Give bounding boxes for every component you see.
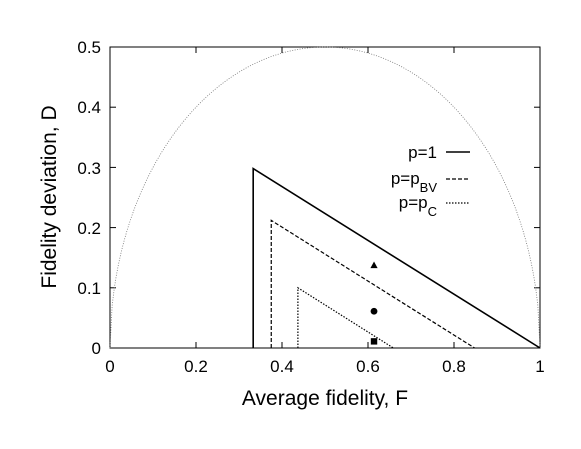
- y-tick-label: 0.2: [77, 219, 101, 238]
- boundary-curve: [109, 46, 541, 349]
- x-tick-label: 0: [105, 357, 114, 376]
- x-axis-title: Average fidelity, F: [242, 387, 408, 410]
- x-tick-label: 0.4: [270, 357, 294, 376]
- y-tick-label: 0.1: [77, 279, 101, 298]
- plot-frame: [109, 46, 541, 349]
- legend: p=1 p=pBV p=pC: [391, 143, 470, 219]
- series-line-p1: [252, 167, 541, 349]
- series-line-pc: [297, 286, 394, 349]
- y-tick-label: 0.4: [77, 98, 101, 117]
- x-tick-label: 0.8: [442, 357, 466, 376]
- legend-label-pbv: p=pBV: [391, 169, 438, 195]
- series-line-pbv: [270, 219, 475, 349]
- legend-label-pc: p=pC: [399, 193, 437, 219]
- x-tick-label: 0.2: [184, 357, 208, 376]
- x-axis-ticks: [109, 47, 541, 348]
- square-marker: [370, 338, 378, 345]
- triangle-marker: [370, 261, 378, 269]
- y-tick-label: 0: [92, 339, 101, 358]
- data-markers: [370, 261, 378, 345]
- legend-label-p1: p=1: [408, 143, 437, 162]
- y-axis-title: Fidelity deviation, D: [38, 105, 61, 288]
- circle-marker: [370, 307, 378, 315]
- y-axis-ticks: [110, 46, 540, 349]
- y-tick-label: 0.3: [77, 159, 101, 178]
- x-tick-label: 1: [535, 357, 544, 376]
- y-tick-label: 0.5: [77, 38, 101, 57]
- x-tick-label: 0.6: [356, 357, 380, 376]
